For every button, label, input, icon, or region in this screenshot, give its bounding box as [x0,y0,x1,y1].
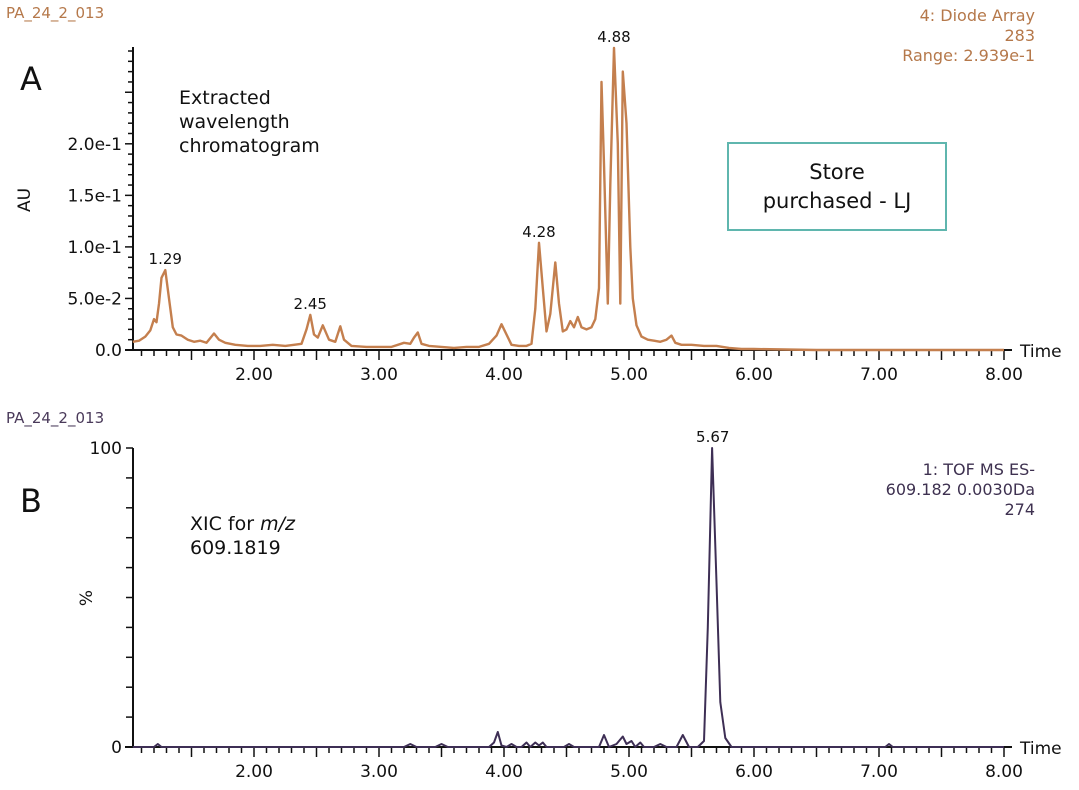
y-tick-label: 0 [111,738,122,758]
detector-info-b: 1: TOF MS ES- 609.182 0.0030Da 274 [886,460,1035,520]
sample-source-line: Store [809,159,865,184]
x-tick-label: 2.00 [235,762,273,782]
panel-label-a: A [20,60,42,98]
sample-source-line: purchased - LJ [762,188,912,213]
x-tick-label: 3.00 [360,365,398,385]
y-tick-label: 0.0 [95,341,122,361]
annotation-line: Extracted [179,87,271,109]
x-tick-label: 3.00 [360,762,398,782]
panel-label-b: B [20,482,42,520]
x-tick-label: 7.00 [860,365,898,385]
peak-label: 4.28 [522,223,555,241]
peak-label: 1.29 [149,250,182,268]
y-tick-label: 100 [90,439,122,459]
detector-info-line: 283 [1004,26,1035,45]
x-tick-label: 4.00 [485,762,523,782]
x-tick-label: 5.00 [610,762,648,782]
annotation-line: 609.1819 [190,537,281,559]
y-tick-label: 5.0e-2 [68,289,122,309]
x-tick-label: 6.00 [735,365,773,385]
y-tick-label: 1.5e-1 [68,186,122,206]
x-tick-label: 7.00 [860,762,898,782]
x-tick-label: 2.00 [235,365,273,385]
peak-label: 5.67 [696,428,729,446]
x-tick-label: 8.00 [985,762,1023,782]
x-tick-label: 5.00 [610,365,648,385]
annotation-line: XIC for m/z [190,512,295,536]
y-tick-label: 1.0e-1 [68,238,122,258]
y-axis-title: AU [15,188,35,212]
chromatogram-annotation-a: Extracted wavelength chromatogram [179,86,320,158]
detector-info-line: 1: TOF MS ES- [922,460,1035,479]
annotation-line: chromatogram [179,135,320,157]
chromatogram-trace [132,447,1004,748]
detector-info-line: 274 [1004,500,1035,519]
detector-info-a: 4: Diode Array 283 Range: 2.939e-1 [902,6,1035,66]
sample-name-b: PA_24_2_013 [6,409,105,427]
y-axis-title: % [77,590,97,606]
x-tick-label: 6.00 [735,762,773,782]
y-tick-label: 2.0e-1 [68,135,122,155]
x-axis-title: Time [1019,342,1062,362]
x-tick-label: 4.00 [485,365,523,385]
peak-label: 2.45 [294,295,327,313]
xic-annotation-b: XIC for m/z 609.1819 [190,512,295,560]
detector-info-line: 609.182 0.0030Da [885,480,1035,499]
sample-source-box: Store purchased - LJ [727,142,947,231]
detector-info-line: 4: Diode Array [919,6,1035,25]
annotation-line: wavelength [179,111,290,133]
x-axis-title: Time [1019,739,1062,759]
annotation-mz: m/z [260,513,295,535]
detector-info-line: Range: 2.939e-1 [902,46,1035,65]
x-tick-label: 8.00 [985,365,1023,385]
peak-label: 4.88 [597,28,630,46]
annotation-prefix: XIC for [190,513,261,535]
sample-name-a: PA_24_2_013 [6,4,105,22]
chromatogram-trace [132,46,1004,352]
